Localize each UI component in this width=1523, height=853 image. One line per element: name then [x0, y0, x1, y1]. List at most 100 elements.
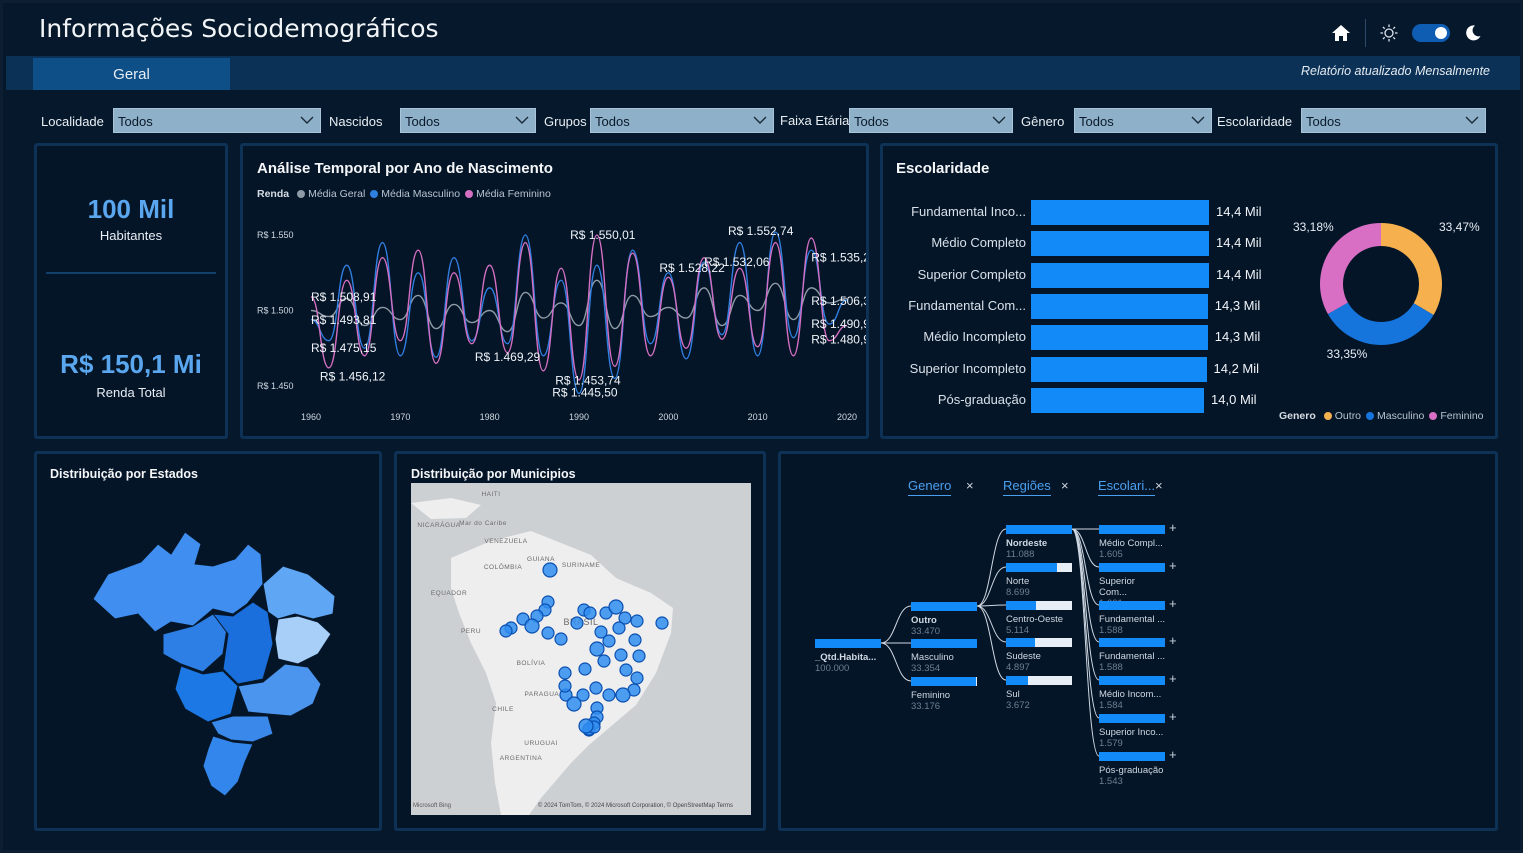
map-bubble[interactable] [630, 614, 644, 628]
bar[interactable] [1031, 231, 1209, 257]
tab-geral[interactable]: Geral [33, 58, 230, 90]
expand-plus-icon[interactable]: + [1169, 558, 1177, 573]
expand-plus-icon[interactable]: + [1169, 520, 1177, 535]
map-bubble[interactable] [614, 648, 628, 662]
escolaridade-bar-chart[interactable]: Fundamental Inco... 14,4 Mil Médio Complet… [883, 200, 1262, 430]
tree-level3-node[interactable]: Superior Inco... 1.579 [1099, 714, 1165, 749]
map-bubble[interactable] [589, 681, 603, 695]
filter-select-localidade[interactable]: Todos [113, 108, 321, 133]
map-bubble[interactable] [576, 688, 590, 702]
tree-level3-node[interactable]: Médio Incom... 1.584 [1099, 676, 1165, 711]
map-bubble[interactable] [594, 625, 608, 639]
tree-level2-node[interactable]: Sul 3.672 [1006, 676, 1072, 711]
map-bubble[interactable] [558, 666, 572, 680]
map-bubble[interactable] [542, 562, 558, 578]
filter-select-genero[interactable]: Todos [1074, 108, 1212, 133]
sun-icon[interactable] [1380, 24, 1398, 42]
state-region-northeast-a[interactable] [262, 565, 336, 620]
map-bubble[interactable] [632, 649, 646, 663]
map-bubble[interactable] [570, 616, 584, 630]
bar-row[interactable]: Fundamental Inco... 14,4 Mil [883, 200, 1483, 226]
donut-slice-masculino[interactable] [1327, 302, 1434, 345]
map-bubble[interactable] [541, 626, 555, 640]
bar-row[interactable]: Médio Incompleto 14,3 Mil [883, 325, 1483, 351]
close-icon[interactable]: × [966, 478, 974, 493]
bar-row[interactable]: Pós-graduação 14,0 Mil [883, 387, 1483, 414]
map-bubble[interactable] [566, 696, 582, 712]
tree-level3-node[interactable]: Fundamental ... 1.588 [1099, 601, 1165, 636]
state-region-center[interactable] [211, 601, 274, 685]
bar[interactable] [1031, 200, 1209, 225]
map-bubble[interactable] [578, 662, 592, 676]
tree-level2-node[interactable]: Sudeste 4.897 [1006, 638, 1072, 673]
bar-row[interactable]: Médio Completo 14,4 Mil [883, 231, 1483, 257]
tree-level1-node[interactable]: Masculino 33.354 [911, 639, 977, 674]
filter-select-grupos[interactable]: Todos [590, 108, 774, 133]
state-region-northeast-b[interactable] [274, 615, 332, 665]
tree-level2-node[interactable]: Centro-Oeste 5.114 [1006, 601, 1072, 636]
tree-level2-node[interactable]: Nordeste 11.088 [1006, 525, 1072, 560]
state-region-southeast-a[interactable] [237, 663, 322, 717]
expand-plus-icon[interactable]: + [1169, 709, 1177, 724]
state-region-south[interactable] [202, 735, 254, 797]
expand-plus-icon[interactable]: + [1169, 671, 1177, 686]
state-region-north[interactable] [92, 531, 264, 633]
tree-level3-node[interactable]: Fundamental ... 1.588 [1099, 638, 1165, 673]
map-bubble[interactable] [602, 688, 616, 702]
map-bubble[interactable] [628, 633, 642, 647]
moon-icon[interactable] [1464, 24, 1482, 42]
expand-plus-icon[interactable]: + [1169, 747, 1177, 762]
tree-level3-node[interactable]: Médio Compl... 1.605 [1099, 525, 1165, 560]
brazil-states-map[interactable] [63, 504, 363, 804]
dt-field-regioes[interactable]: Regiões [1003, 478, 1051, 496]
map-bubble[interactable] [618, 611, 632, 625]
expand-plus-icon[interactable]: + [1169, 633, 1177, 648]
map-bubble[interactable] [558, 679, 572, 693]
tree-level1-node[interactable]: Feminino 33.176 [911, 677, 977, 712]
legend-item[interactable]: Outro [1334, 410, 1362, 422]
donut-slice-outro[interactable] [1381, 223, 1442, 315]
filter-select-escolaridade[interactable]: Todos [1301, 108, 1486, 133]
legend-item[interactable]: Feminino [1440, 410, 1484, 422]
bar-row[interactable]: Superior Completo 14,4 Mil [883, 262, 1483, 289]
legend-item[interactable]: Média Feminino [476, 188, 551, 200]
map-attribution[interactable]: © 2024 TomTom, © 2024 Microsoft Corporat… [537, 803, 733, 809]
dt-field-escolaridade[interactable]: Escolari... [1098, 478, 1156, 496]
legend-item[interactable]: Média Masculino [381, 188, 461, 200]
bar-row[interactable]: Fundamental Com... 14,3 Mil [883, 293, 1483, 320]
map-bubble[interactable] [655, 616, 669, 630]
state-region-midwest[interactable] [174, 665, 239, 723]
bar-row[interactable]: Superior Incompleto 14,2 Mil [883, 356, 1483, 383]
series-line-geral[interactable] [310, 279, 848, 333]
bar[interactable] [1031, 356, 1207, 382]
state-region-northwest[interactable] [162, 613, 229, 673]
map-bubble[interactable] [583, 606, 597, 620]
map-bubble[interactable] [499, 624, 513, 638]
tree-level1-node[interactable]: Outro 33.470 [911, 602, 977, 637]
temporal-line-chart[interactable]: R$ 1.550 R$ 1.500 R$ 1.450 1960 1970 1980 1990… [243, 146, 866, 436]
state-region-southeast-b[interactable] [210, 715, 274, 743]
theme-toggle[interactable] [1412, 24, 1450, 42]
map-bubble[interactable] [630, 671, 644, 685]
map-bubble[interactable] [578, 718, 594, 734]
filter-select-nascidos[interactable]: Todos [400, 108, 536, 133]
map-bubble[interactable] [612, 621, 626, 635]
map-bubble[interactable] [589, 641, 605, 657]
home-icon[interactable] [1331, 23, 1351, 43]
donut-slice-feminino[interactable] [1320, 223, 1381, 314]
tree-root-node[interactable]: _Qtd.Habita... 100.000 [815, 639, 881, 674]
map-bubble[interactable] [597, 654, 611, 668]
map-bubble[interactable] [619, 663, 633, 677]
close-icon[interactable]: × [1155, 478, 1163, 493]
map-bubble[interactable] [524, 618, 540, 634]
municipios-map[interactable]: HAITI Mar do Caribe NICARÁGUA VENEZUELA COLÔ… [411, 483, 751, 815]
series-line-feminino[interactable] [310, 234, 848, 381]
map-bubble[interactable] [615, 687, 631, 703]
series-line-masculino[interactable] [310, 231, 848, 395]
bar[interactable] [1031, 262, 1209, 288]
legend-item[interactable]: Média Geral [308, 188, 366, 200]
genero-donut-chart[interactable]: 33,47% 33,35% 33,18% [1233, 200, 1493, 430]
bar[interactable] [1031, 325, 1208, 351]
dt-field-genero[interactable]: Genero [908, 478, 952, 496]
bar[interactable] [1031, 293, 1208, 319]
